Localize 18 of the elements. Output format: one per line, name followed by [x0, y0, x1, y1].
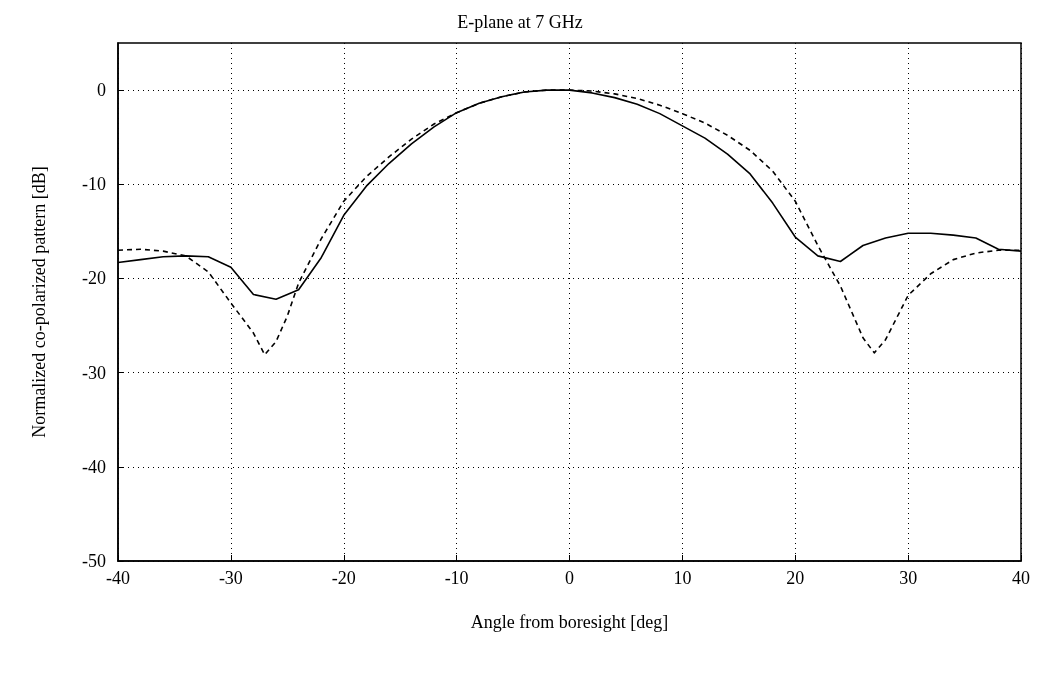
x-tick-label: -10	[444, 568, 469, 588]
x-tick-label: 40	[1012, 568, 1030, 588]
y-axis-title: Normalized co-polarized pattern [dB]	[29, 166, 49, 438]
y-tick-label: -40	[82, 456, 106, 477]
x-tick-label: -20	[331, 568, 356, 588]
x-tick-label: -30	[218, 568, 243, 588]
x-tick-label: -40	[106, 568, 130, 588]
y-tick-label: -10	[82, 174, 106, 195]
x-axis-title: Angle from boresight [deg]	[470, 612, 669, 632]
y-tick-label: 0	[97, 80, 106, 101]
x-tick-label: 0	[565, 568, 574, 588]
x-tick-label: 10	[673, 568, 692, 588]
y-tick-label: -30	[82, 362, 106, 383]
y-tick-label: -50	[82, 551, 106, 571]
chart-title: E-plane at 7 GHz	[457, 12, 583, 32]
x-tick-label: 20	[786, 568, 805, 588]
x-tick-label: 30	[899, 568, 918, 588]
y-tick-label: -20	[82, 268, 106, 289]
